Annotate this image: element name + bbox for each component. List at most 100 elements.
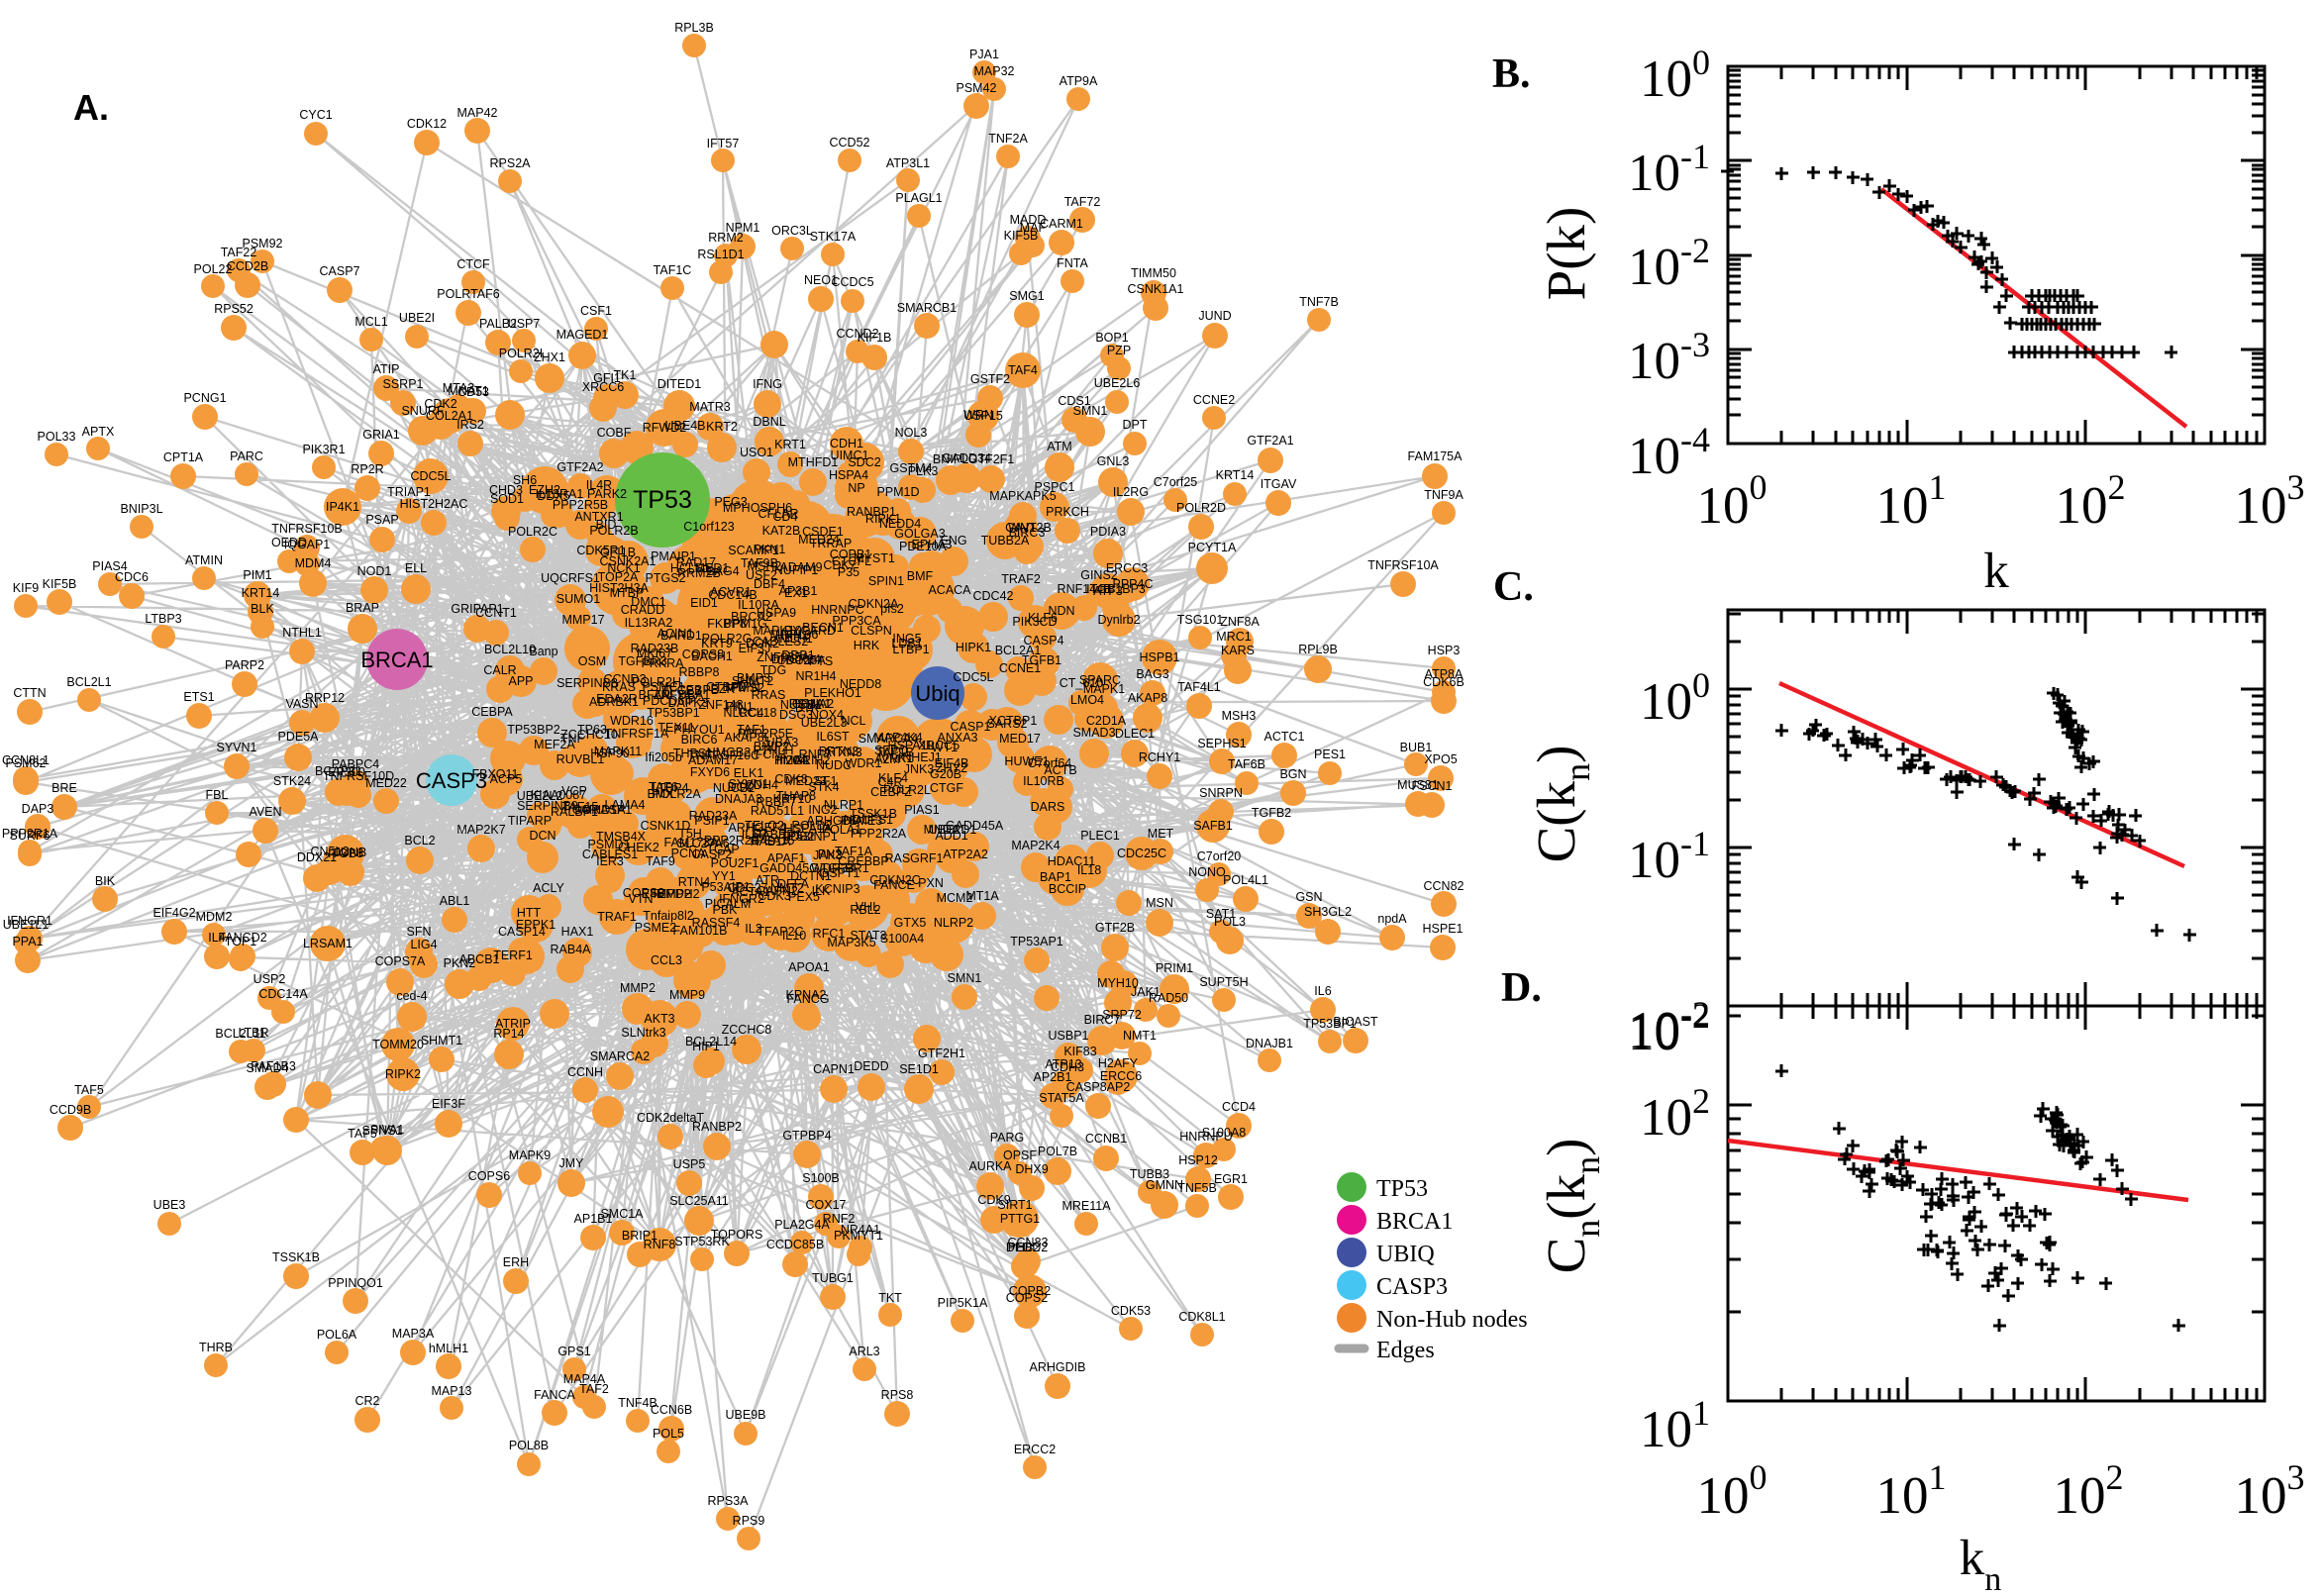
- svg-text:LAMA4: LAMA4: [605, 798, 646, 812]
- svg-text:AURKA: AURKA: [968, 1159, 1012, 1173]
- svg-text:UBE9B: UBE9B: [726, 1408, 766, 1422]
- svg-text:PYCARD: PYCARD: [784, 624, 836, 638]
- svg-text:NOL3: NOL3: [895, 426, 928, 440]
- svg-text:TP53: TP53: [1376, 1176, 1428, 1202]
- svg-text:CDK8: CDK8: [774, 772, 807, 786]
- svg-text:ITGB8: ITGB8: [328, 847, 363, 860]
- svg-text:SUPT5H: SUPT5H: [1199, 975, 1248, 989]
- svg-text:SERPINB9: SERPINB9: [517, 799, 578, 813]
- svg-text:TAF1: TAF1: [737, 723, 766, 737]
- svg-text:MAPK11: MAPK11: [594, 745, 642, 758]
- svg-text:MMP17: MMP17: [561, 613, 604, 627]
- svg-text:HSPE1: HSPE1: [1423, 922, 1464, 936]
- svg-text:SCAMP1: SCAMP1: [728, 544, 778, 557]
- svg-text:PZP: PZP: [1107, 344, 1131, 357]
- svg-text:NUCB2: NUCB2: [713, 781, 755, 795]
- svg-text:DSG3: DSG3: [779, 708, 813, 722]
- svg-text:PCYT1A: PCYT1A: [1188, 541, 1237, 554]
- svg-text:MDM4: MDM4: [295, 556, 332, 570]
- svg-text:SMARCB1: SMARCB1: [897, 301, 957, 315]
- svg-text:TRRAP: TRRAP: [810, 537, 852, 550]
- svg-text:MRC1: MRC1: [1216, 630, 1251, 644]
- svg-text:TAF2: TAF2: [579, 1382, 609, 1396]
- svg-text:TAF5: TAF5: [74, 1083, 104, 1097]
- svg-text:TP53: TP53: [633, 486, 692, 514]
- svg-text:RAD23B: RAD23B: [631, 642, 679, 655]
- svg-text:APAF1: APAF1: [767, 851, 806, 865]
- svg-text:HAX1: HAX1: [561, 925, 594, 939]
- svg-text:USF2: USF2: [746, 568, 777, 582]
- svg-text:ANXA3: ANXA3: [938, 731, 978, 745]
- svg-text:BCL2L1: BCL2L1: [66, 675, 111, 689]
- svg-text:ENG: ENG: [940, 534, 966, 548]
- svg-text:XRCC6: XRCC6: [582, 380, 624, 394]
- svg-text:POLRTAF6: POLRTAF6: [437, 287, 499, 301]
- svg-text:MAP32: MAP32: [974, 64, 1015, 78]
- svg-text:CDK8L1: CDK8L1: [1178, 1310, 1225, 1324]
- svg-text:ZHY2: ZHY2: [936, 761, 967, 775]
- svg-text:CTTN: CTTN: [13, 686, 46, 700]
- svg-text:VTN: VTN: [629, 892, 654, 906]
- svg-text:SMAD4: SMAD4: [246, 1061, 288, 1075]
- svg-text:UBE2L6: UBE2L6: [1094, 376, 1141, 390]
- svg-text:COPS2: COPS2: [1006, 1291, 1048, 1305]
- svg-text:MAP3A: MAP3A: [392, 1327, 435, 1341]
- svg-text:PICALM: PICALM: [705, 897, 752, 911]
- svg-text:TRAF1: TRAF1: [597, 910, 637, 924]
- svg-text:SFN: SFN: [407, 925, 432, 939]
- svg-text:CCD4: CCD4: [1222, 1100, 1256, 1114]
- svg-text:CAPN2: CAPN2: [757, 884, 798, 898]
- svg-text:H2AFY: H2AFY: [1098, 1056, 1139, 1070]
- svg-text:ADAM17: ADAM17: [688, 753, 738, 767]
- svg-text:GSN: GSN: [1295, 890, 1322, 904]
- svg-text:NOD1: NOD1: [357, 564, 392, 578]
- svg-text:CSNK1D: CSNK1D: [641, 819, 691, 833]
- svg-text:ELL: ELL: [405, 561, 427, 575]
- svg-text:POL22: POL22: [194, 262, 233, 276]
- svg-text:FAM175A: FAM175A: [1408, 449, 1464, 463]
- svg-text:MED24: MED24: [798, 533, 840, 547]
- svg-text:BACH1: BACH1: [691, 649, 733, 663]
- svg-text:BRCA2: BRCA2: [731, 610, 772, 624]
- svg-text:POLR2I: POLR2I: [499, 347, 543, 360]
- svg-text:CEBPZ: CEBPZ: [870, 785, 912, 799]
- svg-text:TAF4: TAF4: [1008, 363, 1038, 377]
- svg-text:ELK1: ELK1: [734, 766, 764, 780]
- svg-text:RNF8: RNF8: [644, 1238, 676, 1251]
- svg-text:GSPT1: GSPT1: [820, 866, 860, 880]
- svg-text:PLAGL1: PLAGL1: [895, 191, 942, 205]
- svg-text:NUDC: NUDC: [816, 758, 852, 772]
- svg-text:CDH3: CDH3: [1051, 1060, 1084, 1074]
- svg-text:STAT5A: STAT5A: [1039, 1091, 1084, 1105]
- svg-text:TAF22: TAF22: [221, 246, 257, 259]
- svg-text:BMF: BMF: [907, 569, 934, 583]
- svg-text:IFNGR1: IFNGR1: [7, 914, 52, 928]
- svg-text:CAV1: CAV1: [1005, 521, 1037, 535]
- svg-text:BCAP31: BCAP31: [315, 764, 362, 778]
- svg-text:RPS3A: RPS3A: [708, 1494, 750, 1508]
- svg-text:KRT1: KRT1: [774, 438, 806, 451]
- svg-text:COPS3: COPS3: [623, 886, 664, 900]
- svg-text:CYC1: CYC1: [299, 108, 332, 122]
- svg-text:POLR2G: POLR2G: [702, 632, 753, 646]
- svg-text:ZHX1: ZHX1: [534, 350, 565, 364]
- svg-text:CDK9: CDK9: [977, 1193, 1010, 1207]
- svg-text:SPIN1: SPIN1: [868, 574, 904, 588]
- svg-text:KCNIP3: KCNIP3: [815, 882, 859, 896]
- svg-text:TSSK1B: TSSK1B: [850, 807, 897, 821]
- svg-text:GTPBP4: GTPBP4: [782, 1129, 831, 1143]
- svg-text:CRADD: CRADD: [621, 603, 664, 617]
- svg-text:NUCB1: NUCB1: [780, 698, 822, 712]
- svg-text:TP53INP1: TP53INP1: [780, 830, 838, 844]
- svg-text:TNFRSF10A: TNFRSF10A: [1367, 558, 1439, 572]
- svg-text:TFCP2: TFCP2: [661, 684, 701, 698]
- svg-text:BIK: BIK: [95, 874, 116, 888]
- svg-text:PKN2: PKN2: [444, 956, 476, 970]
- svg-text:TAF15: TAF15: [562, 800, 599, 814]
- svg-text:DMC1: DMC1: [631, 595, 665, 609]
- svg-text:PTTG1: PTTG1: [1000, 1212, 1040, 1226]
- svg-text:BLK: BLK: [251, 602, 274, 616]
- svg-text:CTCF: CTCF: [456, 257, 490, 271]
- svg-text:TNF9A: TNF9A: [1424, 488, 1464, 502]
- svg-text:NLRC4: NLRC4: [724, 706, 764, 720]
